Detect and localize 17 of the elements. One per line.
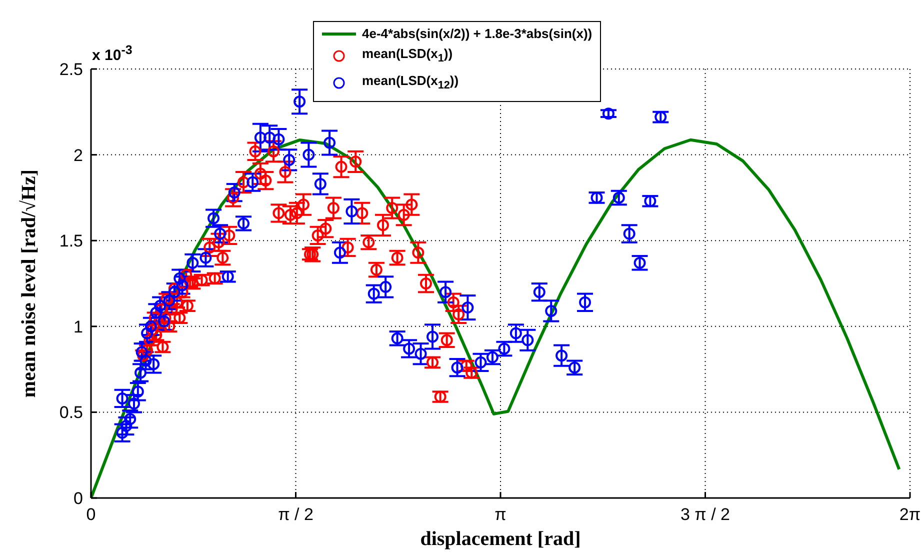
- x-tick-label: 2π: [899, 505, 921, 524]
- legend-label: mean(LSD(x$_{1}$)): [362, 45, 453, 67]
- y-tick-label: 0.5: [59, 403, 83, 422]
- legend-label: 4e-4*abs(sin(x/2)) + 1.8e-3*abs(sin(x)): [362, 25, 592, 43]
- y-tick-label: 1.5: [59, 232, 83, 251]
- x-tick-label: 3 π / 2: [680, 505, 730, 524]
- x-tick-label: π: [494, 505, 506, 524]
- legend-label: mean(LSD(x$_{12}$)): [362, 72, 459, 94]
- y-tick-label: 0: [74, 489, 83, 508]
- text: x 10$^{-3}$: [92, 43, 132, 64]
- x-axis-title: displacement [rad]: [420, 528, 581, 550]
- x-tick-label: π / 2: [278, 505, 314, 524]
- y-tick-label: 1: [74, 317, 83, 336]
- x-tick-label: 0: [86, 505, 96, 524]
- y-tick-label: 2: [74, 146, 83, 165]
- y-tick-label: 2.5: [59, 60, 83, 80]
- y-axis-title: mean noise level [rad/√Hz]: [18, 169, 40, 398]
